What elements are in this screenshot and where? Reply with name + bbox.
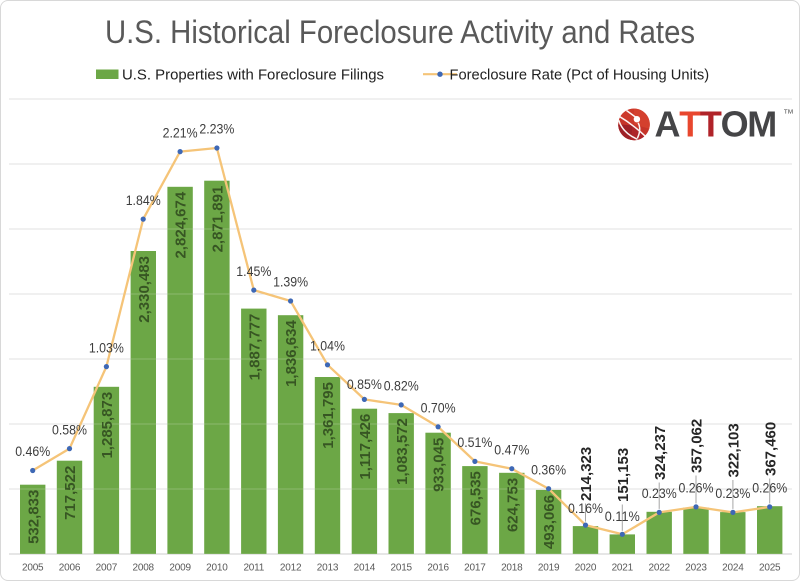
svg-text:357,062: 357,062: [689, 419, 706, 473]
svg-text:2009: 2009: [169, 563, 191, 574]
svg-text:2014: 2014: [354, 563, 376, 574]
svg-text:2008: 2008: [132, 563, 154, 574]
svg-text:2018: 2018: [501, 563, 523, 574]
svg-text:0.82%: 0.82%: [384, 379, 419, 394]
svg-text:U.S. Historical Foreclosure Ac: U.S. Historical Foreclosure Activity and…: [105, 14, 695, 50]
svg-text:1.03%: 1.03%: [89, 340, 124, 355]
svg-text:1,117,426: 1,117,426: [357, 414, 374, 480]
svg-text:0.11%: 0.11%: [605, 509, 640, 524]
svg-text:™: ™: [783, 108, 794, 120]
svg-text:1.45%: 1.45%: [236, 264, 271, 279]
svg-text:2016: 2016: [427, 563, 449, 574]
svg-text:2023: 2023: [685, 563, 707, 574]
svg-text:214,323: 214,323: [578, 447, 595, 501]
svg-text:676,535: 676,535: [468, 471, 485, 525]
svg-text:0.46%: 0.46%: [15, 444, 50, 459]
svg-text:717,522: 717,522: [62, 466, 79, 520]
svg-text:0.16%: 0.16%: [568, 501, 603, 516]
svg-text:0.51%: 0.51%: [457, 435, 492, 450]
svg-text:2012: 2012: [280, 563, 302, 574]
svg-text:1,361,795: 1,361,795: [320, 382, 337, 449]
svg-text:0.23%: 0.23%: [715, 486, 750, 501]
svg-text:T: T: [700, 104, 722, 145]
svg-text:624,753: 624,753: [504, 478, 521, 532]
svg-text:2,330,483: 2,330,483: [136, 256, 153, 323]
svg-text:2010: 2010: [206, 563, 228, 574]
svg-text:0.47%: 0.47%: [494, 442, 529, 457]
svg-text:2015: 2015: [390, 563, 412, 574]
svg-text:2017: 2017: [464, 563, 486, 574]
svg-text:2006: 2006: [59, 563, 81, 574]
svg-text:1,285,873: 1,285,873: [99, 392, 116, 459]
svg-text:2024: 2024: [722, 563, 744, 574]
svg-text:2.21%: 2.21%: [163, 125, 198, 140]
svg-text:2020: 2020: [575, 563, 597, 574]
svg-text:T: T: [679, 104, 701, 145]
svg-text:1.39%: 1.39%: [273, 275, 308, 290]
svg-text:0.85%: 0.85%: [347, 377, 382, 392]
svg-text:151,153: 151,153: [615, 448, 632, 502]
svg-text:A: A: [655, 104, 681, 145]
svg-text:322,103: 322,103: [726, 423, 743, 477]
svg-text:2019: 2019: [538, 563, 560, 574]
svg-text:2021: 2021: [612, 563, 634, 574]
svg-text:2.23%: 2.23%: [199, 122, 234, 137]
svg-text:2022: 2022: [648, 563, 670, 574]
svg-text:2025: 2025: [759, 563, 781, 574]
svg-text:M: M: [747, 104, 776, 145]
svg-text:1.84%: 1.84%: [126, 193, 161, 208]
svg-text:933,045: 933,045: [431, 438, 448, 492]
svg-text:0.23%: 0.23%: [642, 486, 677, 501]
svg-text:2005: 2005: [22, 563, 44, 574]
svg-text:O: O: [721, 104, 748, 145]
svg-text:1,083,572: 1,083,572: [394, 418, 411, 485]
svg-text:Foreclosure Rate (Pct of Housi: Foreclosure Rate (Pct of Housing Units): [450, 67, 710, 83]
svg-text:1,836,634: 1,836,634: [283, 320, 300, 387]
svg-text:0.70%: 0.70%: [421, 401, 456, 416]
svg-text:532,833: 532,833: [25, 490, 42, 544]
svg-text:2,871,891: 2,871,891: [210, 186, 227, 253]
svg-text:0.36%: 0.36%: [531, 462, 566, 477]
svg-text:2007: 2007: [96, 563, 118, 574]
svg-text:2013: 2013: [317, 563, 339, 574]
svg-text:U.S. Properties with Foreclosu: U.S. Properties with Foreclosure Filings: [122, 66, 384, 83]
svg-text:1.04%: 1.04%: [310, 339, 345, 354]
svg-text:0.58%: 0.58%: [52, 422, 87, 437]
svg-text:324,237: 324,237: [652, 426, 669, 480]
svg-text:367,460: 367,460: [762, 422, 779, 476]
svg-text:1,887,777: 1,887,777: [246, 314, 263, 381]
svg-text:493,066: 493,066: [541, 495, 558, 549]
svg-text:2011: 2011: [243, 563, 264, 574]
svg-text:2,824,674: 2,824,674: [173, 191, 190, 258]
svg-text:0.26%: 0.26%: [752, 481, 787, 496]
svg-text:0.26%: 0.26%: [679, 481, 714, 496]
